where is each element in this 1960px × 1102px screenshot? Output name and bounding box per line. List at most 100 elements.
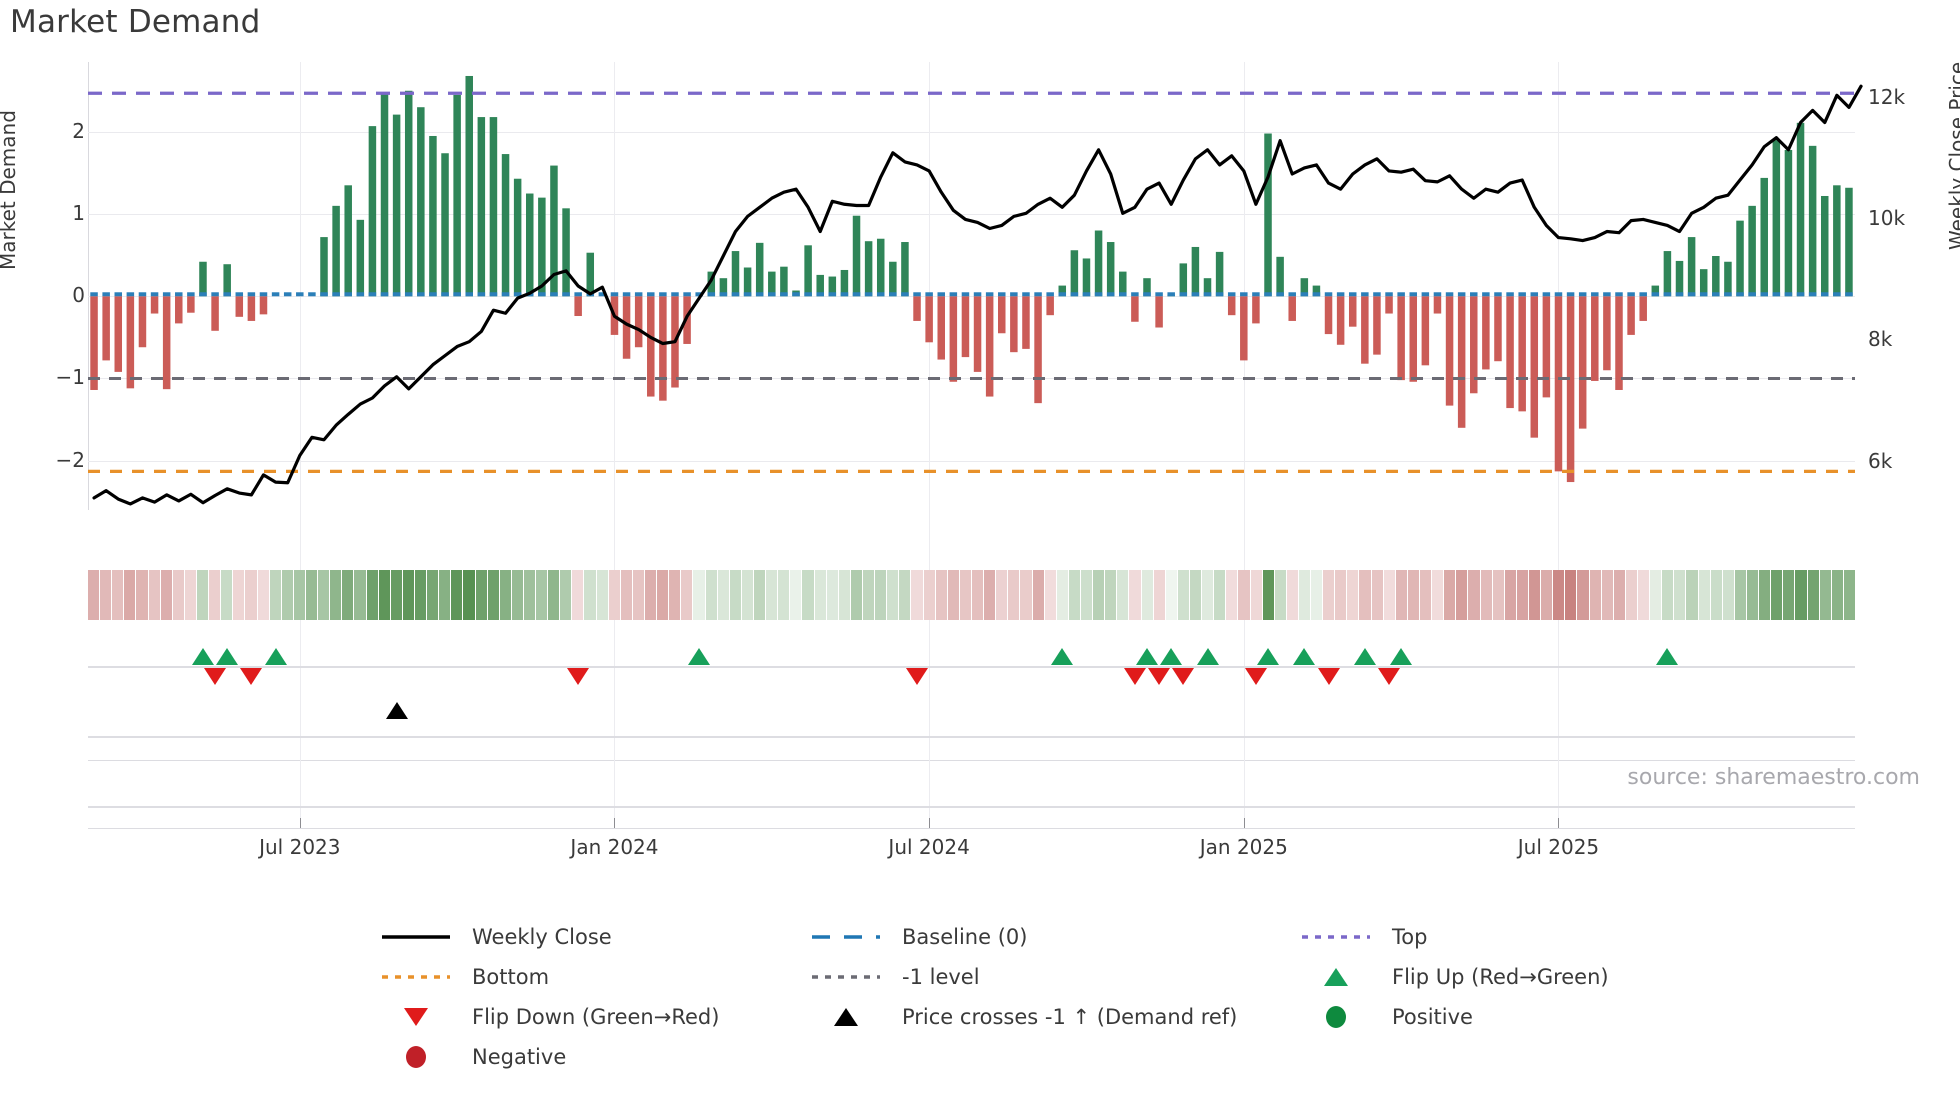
heatmap-cell [414, 570, 427, 620]
x-tick-label: Jul 2025 [1517, 835, 1600, 859]
heatmap-cell [330, 570, 342, 620]
heatmap-cell [100, 570, 112, 620]
heatmap-cell [1674, 570, 1686, 620]
positive-bar [1845, 187, 1853, 297]
legend-item[interactable]: Price crosses -1 ↑ (Demand ref) [808, 1005, 1298, 1029]
heatmap-cell [1080, 570, 1093, 620]
triangle-down-red-icon [378, 1005, 458, 1029]
baseline-segment [743, 292, 752, 297]
baseline-segment [404, 292, 413, 297]
flip-down-marker-icon[interactable] [1123, 668, 1146, 685]
price-cross-marker-icon[interactable] [385, 702, 408, 719]
baseline-segment [610, 292, 619, 297]
legend-item[interactable]: -1 level [808, 965, 1298, 989]
flip-up-marker-icon[interactable] [688, 648, 711, 665]
baseline-segment [465, 292, 473, 297]
baseline-segment [1482, 292, 1490, 297]
legend-item[interactable]: Negative [378, 1045, 808, 1069]
flip-down-marker-icon[interactable] [1148, 668, 1171, 685]
flip-up-marker-icon[interactable] [1293, 648, 1316, 665]
heatmap-cell [729, 570, 741, 620]
heatmap-cell [887, 570, 899, 620]
baseline-segment [1808, 292, 1817, 297]
dashed-line-blue-icon [808, 925, 888, 949]
heatmap-cell [209, 570, 221, 620]
x-gridline [1243, 62, 1245, 828]
heatmap-cell [1819, 570, 1831, 620]
flip-up-marker-icon[interactable] [1051, 648, 1074, 665]
gridline [88, 760, 1855, 761]
baseline-segment [1058, 292, 1067, 297]
heatmap-cell [1734, 570, 1746, 620]
positive-bar [1675, 260, 1684, 297]
baseline-segment [1748, 292, 1756, 297]
baseline-segment [780, 292, 788, 297]
legend-label: Flip Down (Green→Red) [472, 1005, 720, 1029]
flip-down-marker-icon[interactable] [1317, 668, 1340, 685]
baseline-segment [671, 292, 679, 297]
heatmap-cell [523, 570, 536, 620]
flip-up-marker-icon[interactable] [191, 648, 214, 665]
flip-up-marker-icon[interactable] [1196, 648, 1219, 665]
flip-up-marker-icon[interactable] [1656, 648, 1679, 665]
positive-bar [344, 185, 352, 297]
negative-bar [622, 296, 631, 359]
positive-bar [441, 153, 449, 297]
flip-down-marker-icon[interactable] [240, 668, 263, 685]
flip-up-marker-icon[interactable] [216, 648, 239, 665]
negative-bar [114, 296, 123, 372]
positive-bar [1663, 251, 1672, 297]
negative-bar [647, 296, 655, 397]
negative-bar [1240, 296, 1248, 361]
flip-up-marker-icon[interactable] [264, 648, 287, 665]
flip-up-marker-icon[interactable] [1390, 648, 1413, 665]
negative-bar [1603, 296, 1611, 371]
flip-down-marker-icon[interactable] [204, 668, 227, 685]
flip-down-marker-icon[interactable] [1378, 668, 1401, 685]
flip-up-marker-icon[interactable] [1257, 648, 1280, 665]
flip-down-marker-icon[interactable] [906, 668, 929, 685]
flip-up-marker-icon[interactable] [1160, 648, 1183, 665]
baseline-segment [1010, 292, 1018, 297]
baseline-segment [562, 292, 570, 297]
heatmap-cell [754, 570, 766, 620]
triangle-up-green-icon [1298, 965, 1378, 989]
baseline-segment [1094, 292, 1103, 297]
heatmap-cell [1347, 570, 1359, 620]
flip-down-marker-icon[interactable] [567, 668, 590, 685]
baseline-segment [634, 292, 643, 297]
heatmap-cell [632, 570, 645, 620]
circle-green-icon [1298, 1005, 1378, 1029]
baseline-segment [1131, 292, 1139, 297]
legend-item[interactable]: Flip Down (Green→Red) [378, 1005, 808, 1029]
heatmap-cell [620, 570, 632, 620]
negative-bar [1288, 296, 1296, 321]
negative-bar [1336, 296, 1345, 345]
gridline [88, 828, 1855, 829]
legend-item[interactable]: Positive [1298, 1005, 1698, 1029]
heatmap-cell [451, 570, 463, 620]
flip-down-marker-icon[interactable] [1172, 668, 1195, 685]
baseline-segment [913, 292, 921, 297]
heatmap-cell [402, 570, 414, 620]
flip-up-marker-icon[interactable] [1135, 648, 1158, 665]
legend-item[interactable]: Flip Up (Red→Green) [1298, 965, 1698, 989]
flip-down-marker-icon[interactable] [1244, 668, 1267, 685]
baseline-segment [1845, 292, 1853, 297]
positive-bar [901, 242, 909, 297]
legend-item[interactable]: Baseline (0) [808, 925, 1298, 949]
heatmap-cell [221, 570, 233, 620]
flip-up-marker-icon[interactable] [1353, 648, 1376, 665]
baseline-segment [804, 292, 812, 297]
legend-item[interactable]: Top [1298, 925, 1698, 949]
positive-bar [804, 245, 812, 297]
baseline-segment [1712, 292, 1720, 297]
positive-bar [1699, 269, 1708, 297]
legend-item[interactable]: Bottom [378, 965, 808, 989]
heatmap-cell [1274, 570, 1286, 620]
legend-item[interactable]: Weekly Close [378, 925, 808, 949]
left-axis-spine [88, 62, 89, 510]
baseline-segment [1457, 292, 1466, 297]
chart-legend: Weekly Close Baseline (0) Top Bottom -1 leve… [378, 925, 1698, 1069]
positive-bar [1082, 258, 1091, 297]
